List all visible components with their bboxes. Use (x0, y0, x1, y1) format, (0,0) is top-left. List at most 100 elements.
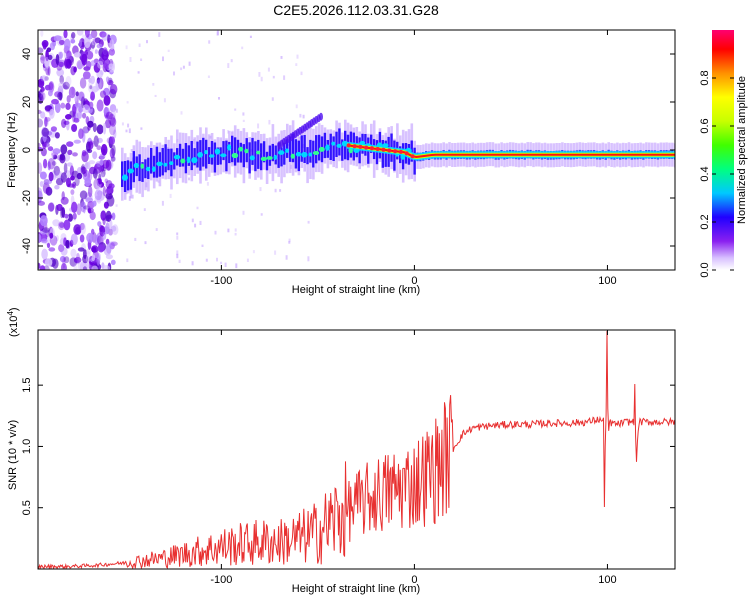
noise-speck (90, 60, 96, 67)
ridge-core (161, 148, 164, 176)
noise-speck (63, 256, 70, 264)
faint-speck (258, 72, 261, 77)
noise-speck (40, 75, 48, 82)
ridge-peak (145, 166, 151, 172)
noise-speck (64, 38, 71, 51)
noise-speck (73, 52, 81, 58)
faint-speck (214, 230, 217, 235)
ridge-core (317, 134, 321, 161)
faint-speck (162, 56, 164, 62)
noise-speck (47, 161, 51, 171)
faint-speck (299, 113, 302, 118)
ridge-core (271, 143, 274, 162)
noise-speck (110, 259, 116, 265)
ridge-peak (273, 154, 278, 160)
faint-speck (115, 108, 118, 113)
noise-speck (65, 58, 72, 69)
ridge-peak (244, 148, 249, 154)
ridge-core (248, 142, 251, 174)
noise-speck (91, 38, 96, 46)
noise-speck (109, 219, 113, 230)
noise-speck (66, 141, 74, 147)
faint-speck (182, 65, 185, 69)
faint-speck (227, 130, 229, 134)
noise-speck (100, 144, 108, 156)
noise-speck (92, 168, 98, 179)
noise-speck (86, 60, 92, 70)
noise-speck (65, 102, 71, 110)
ridge-peak (231, 152, 239, 159)
faint-speck (121, 122, 124, 126)
ridge-peak (140, 163, 144, 169)
noise-speck (59, 222, 65, 229)
noise-speck (62, 257, 66, 269)
noise-speck (38, 200, 45, 206)
colorbar: 0.0 0.2 0.4 0.6 0.8 Normalized spectral ampl… (699, 30, 748, 278)
faint-speck (296, 54, 299, 59)
ridge-core (190, 141, 193, 171)
noise-speck (79, 190, 88, 200)
noise-speck (38, 162, 43, 174)
faint-speck (154, 94, 157, 97)
ridge-peak (260, 156, 267, 162)
faint-speck (295, 63, 298, 66)
ridge-core (228, 141, 231, 164)
noise-speck (78, 106, 84, 113)
noise-speck (108, 63, 114, 70)
noise-speck (59, 75, 64, 84)
faint-speck (143, 208, 146, 211)
ridge-core (178, 143, 182, 167)
faint-speck (249, 35, 252, 38)
noise-speck (84, 30, 90, 38)
faint-speck (241, 46, 244, 50)
faint-speck (224, 262, 227, 267)
noise-speck (50, 126, 58, 132)
noise-speck (71, 201, 78, 213)
noise-speck (80, 222, 86, 235)
faint-speck (242, 119, 245, 122)
noise-speck (41, 127, 50, 137)
faint-speck (180, 111, 183, 115)
noise-speck (102, 217, 106, 226)
noise-speck (88, 141, 94, 150)
ridge-peak (290, 153, 295, 159)
noise-speck (91, 254, 96, 262)
noise-speck (38, 109, 42, 115)
faint-speck (257, 123, 260, 129)
ridge-peak (208, 154, 215, 158)
ridge-core (309, 139, 312, 163)
ridge-core (413, 147, 416, 175)
faint-speck (188, 61, 191, 66)
band-peak (393, 149, 398, 154)
noise-speck (79, 77, 87, 89)
noise-speck (82, 71, 91, 80)
ridge-core (254, 141, 257, 172)
ridge-peak (156, 161, 163, 167)
noise-speck (102, 47, 108, 56)
noise-speck (93, 135, 99, 147)
ridge-core (242, 144, 245, 168)
snr-series-line (38, 330, 675, 569)
ridge-core (184, 143, 188, 174)
noise-speck (100, 69, 105, 75)
faint-speck (208, 40, 211, 44)
ridge-core (138, 154, 141, 182)
noise-speck (38, 146, 43, 152)
faint-speck (152, 83, 155, 86)
noise-speck (38, 118, 44, 128)
noise-speck (109, 84, 118, 95)
spectrogram-ticks: -100 0 100 -40 -20 0 20 40 (21, 30, 675, 287)
ridge-peak (256, 150, 261, 155)
noise-speck (75, 91, 79, 97)
noise-speck (57, 221, 65, 231)
noise-speck (91, 265, 98, 270)
noise-speck (105, 188, 111, 195)
faint-speck (176, 232, 179, 235)
colorbar-tick-label: 0.0 (699, 262, 711, 277)
ridge-core (262, 141, 266, 163)
noise-speck (86, 232, 94, 243)
colorbar-tick-label: 0.2 (699, 214, 711, 229)
band-peak (404, 151, 409, 156)
faint-speck (280, 56, 283, 59)
noise-speck (77, 91, 85, 102)
